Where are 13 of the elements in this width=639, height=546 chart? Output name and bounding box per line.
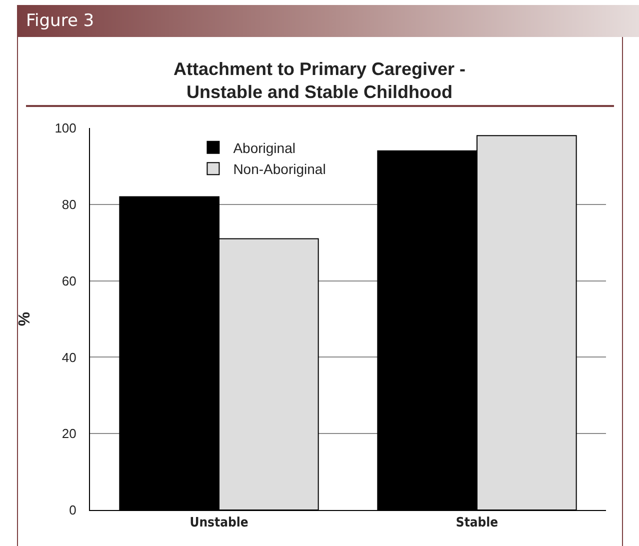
y-tick-label: 20 [62, 426, 76, 442]
chart-title: Attachment to Primary Caregiver - Unstable and Stable Childhood [173, 58, 466, 102]
legend-label: Aboriginal [233, 140, 296, 156]
legend-label: Non-Aboriginal [233, 161, 326, 178]
y-tick-label: 40 [62, 350, 76, 365]
y-tick-label: 80 [62, 196, 76, 212]
x-tick-label: Stable [456, 516, 498, 531]
y-tick-label: 100 [54, 120, 76, 136]
y-axis-title: % [16, 312, 34, 326]
x-tick-label: Unstable [190, 516, 248, 531]
caption: Figure 3 [17, 5, 639, 37]
y-tick-label: 0 [69, 502, 76, 518]
y-tick-label: 60 [62, 273, 76, 288]
